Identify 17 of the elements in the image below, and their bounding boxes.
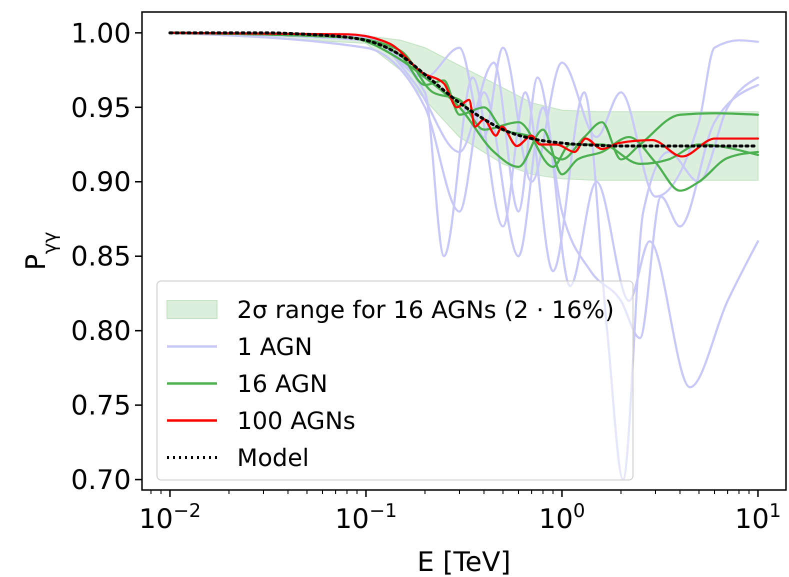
x-tick-label: 10$^{0}$ bbox=[538, 500, 586, 535]
y-tick-label: 0.95 bbox=[70, 92, 131, 124]
legend-label: 16 AGN bbox=[237, 370, 328, 398]
legend-label: 2σ range for 16 AGNs (2 · 16%) bbox=[237, 296, 614, 324]
legend-label: Model bbox=[237, 444, 310, 472]
y-tick-label: 0.75 bbox=[70, 390, 131, 422]
y-tick-label: 0.70 bbox=[70, 465, 131, 496]
x-tick-label: 10$^{−2}$ bbox=[138, 500, 202, 535]
y-tick-label: 0.90 bbox=[70, 167, 131, 198]
x-tick-label: 10$^{1}$ bbox=[734, 500, 782, 535]
x-axis-title: E [TeV] bbox=[417, 547, 511, 577]
legend-label: 1 AGN bbox=[237, 332, 312, 361]
y-tick-label: 0.85 bbox=[70, 242, 131, 273]
y-tick-label: 1.00 bbox=[70, 18, 131, 50]
x-tick-label: 10$^{−1}$ bbox=[334, 500, 398, 535]
legend-label: 100 AGNs bbox=[237, 406, 356, 435]
y-tick-label: 0.80 bbox=[70, 316, 131, 348]
